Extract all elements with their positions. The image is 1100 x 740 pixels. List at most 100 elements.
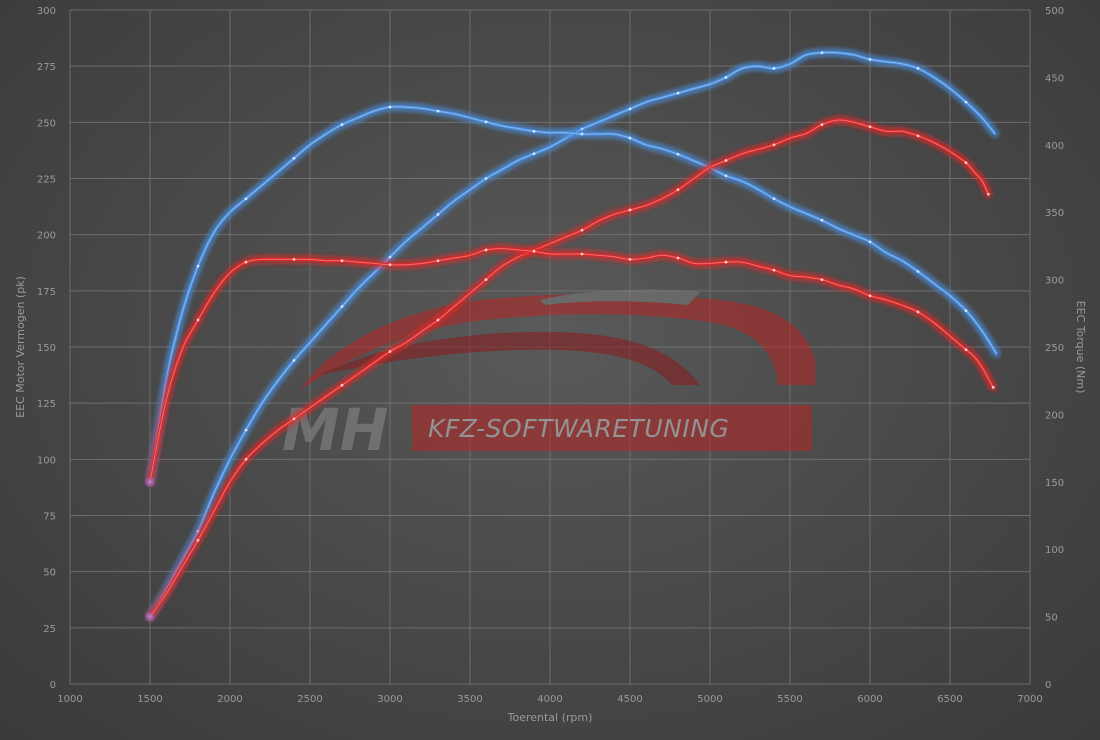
torque-stock-point	[436, 259, 440, 263]
logo-swoosh-grey	[540, 289, 700, 305]
y-left-tick-label: 125	[37, 399, 56, 410]
x-tick-label: 2000	[217, 694, 242, 705]
torque-stock-point	[916, 310, 920, 314]
torque-stock-point	[772, 268, 776, 272]
power-tuned-point	[436, 213, 440, 216]
axes: 1000 1500 2000 2500 3000 3500 4000 4500 5000 5500…	[14, 6, 1087, 724]
power-stock-point	[916, 134, 920, 138]
torque-stock-point	[196, 318, 200, 322]
y-right-tick-label: 50	[1045, 613, 1058, 624]
power-stock-point	[484, 278, 488, 281]
torque-tuned-point	[388, 105, 392, 109]
power-tuned-point	[724, 76, 728, 79]
power-stock-point	[580, 228, 584, 232]
power-tuned-point	[676, 91, 680, 95]
y-left-tick-label: 200	[37, 231, 56, 242]
power-tuned-point	[484, 177, 488, 180]
y-right-tick-label: 0	[1045, 680, 1051, 691]
x-tick-label: 6500	[937, 694, 962, 705]
torque-stock-point	[676, 256, 680, 260]
torque-tuned-point	[724, 174, 728, 178]
torque-tuned-point	[772, 197, 776, 201]
power-tuned-point	[388, 255, 392, 259]
series-layer	[145, 47, 1002, 622]
y-right-tick-label: 500	[1045, 6, 1064, 17]
torque-stock-point	[340, 259, 344, 263]
power-tuned-point	[772, 67, 776, 70]
torque-stock-point	[484, 248, 488, 252]
torque-stock-point	[580, 252, 584, 256]
torque-stock-point	[292, 257, 296, 261]
logo-swoosh-inner	[320, 331, 700, 385]
torque-tuned-point	[484, 120, 488, 124]
torque-tuned-highlight	[149, 106, 997, 482]
torque-stock-point	[628, 257, 632, 261]
y-left-tick-label: 300	[37, 6, 56, 17]
y-left-tick-label: 0	[50, 680, 56, 691]
power-tuned-point	[244, 428, 248, 432]
power-stock-glow	[145, 115, 994, 622]
power-stock-point	[820, 123, 824, 126]
y-right-tick-label: 450	[1045, 73, 1064, 84]
logo-text-bar	[412, 405, 812, 451]
torque-tuned-point	[916, 270, 920, 273]
power-stock-highlight	[149, 119, 989, 617]
torque-tuned-point	[868, 240, 872, 244]
x-tick-label: 3500	[457, 694, 482, 705]
torque-tuned-point	[676, 152, 680, 156]
y-left-tick-label: 25	[43, 624, 56, 635]
y-left-tick-label: 225	[37, 175, 56, 186]
y-left-tick-label: 175	[37, 287, 56, 298]
y-right-tick-label: 200	[1045, 410, 1064, 421]
torque-stock-point	[244, 260, 248, 264]
torque-tuned-point	[964, 309, 968, 313]
torque-tuned-point	[340, 123, 344, 126]
power-stock-point	[676, 188, 680, 192]
torque-stock-start-marker	[146, 477, 154, 486]
torque-tuned-point	[292, 156, 296, 160]
y-left-tick-label: 75	[43, 512, 56, 523]
power-stock-start-marker	[146, 612, 154, 621]
x-tick-label: 5000	[697, 694, 722, 705]
logo-swoosh	[300, 294, 815, 390]
torque-tuned-point	[244, 197, 248, 201]
torque-tuned-point	[436, 109, 440, 113]
power-stock-point	[724, 159, 728, 162]
y-right-tick-label: 150	[1045, 478, 1064, 489]
power-stock-point	[340, 383, 344, 387]
x-tick-label: 1500	[137, 694, 162, 705]
y-right-tick-label: 100	[1045, 545, 1064, 556]
torque-stock-point	[964, 348, 968, 352]
torque-stock-point	[532, 249, 536, 253]
power-tuned-point	[532, 152, 536, 156]
power-stock-point	[436, 318, 440, 322]
power-stock-point	[964, 161, 968, 165]
power-stock-point	[628, 208, 632, 212]
y-left-tick-label: 50	[43, 568, 56, 579]
torque-tuned-line	[148, 105, 998, 484]
power-stock-point	[987, 192, 990, 196]
torque-stock-point	[820, 278, 824, 281]
torque-stock-point	[388, 263, 392, 267]
torque-stock-point	[991, 386, 995, 389]
torque-tuned-point	[580, 132, 584, 136]
x-tick-label: 5500	[777, 694, 802, 705]
torque-tuned-point	[820, 218, 824, 222]
power-tuned-point	[964, 100, 968, 104]
power-stock-line	[148, 118, 990, 619]
x-tick-label: 6000	[857, 694, 882, 705]
power-tuned-point	[916, 67, 920, 70]
torque-tuned-point	[196, 264, 200, 268]
power-stock-point	[772, 143, 776, 147]
power-stock-point	[244, 457, 248, 461]
power-stock-series	[145, 115, 994, 622]
logo-text: KFZ-SOFTWARETUNING	[428, 414, 729, 443]
power-tuned-point	[820, 51, 824, 55]
x-tick-label: 7000	[1017, 694, 1042, 705]
power-tuned-point	[628, 107, 632, 111]
power-stock-point	[388, 350, 392, 353]
x-axis-title: Toerental (rpm)	[507, 711, 593, 724]
x-tick-label: 4000	[537, 694, 562, 705]
x-tick-label: 1000	[57, 694, 82, 705]
x-tick-label: 2500	[297, 694, 322, 705]
